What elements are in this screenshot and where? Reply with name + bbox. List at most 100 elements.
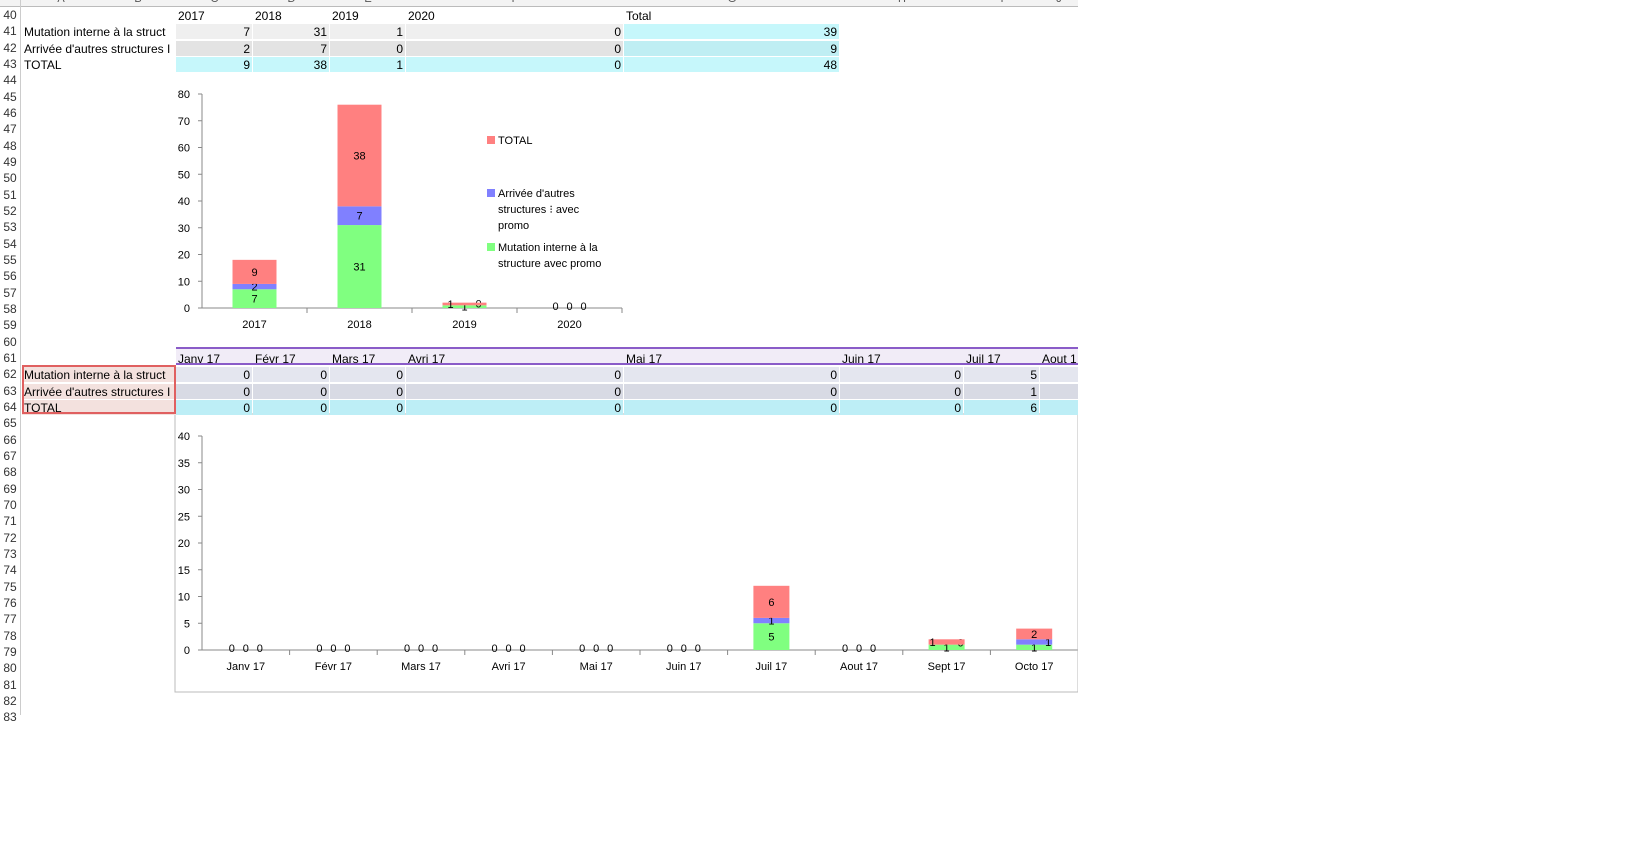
row-header[interactable]: 47 bbox=[3, 122, 17, 137]
row-header[interactable]: 57 bbox=[3, 285, 17, 300]
value-cell[interactable]: 9 bbox=[176, 56, 252, 72]
bar-segment[interactable] bbox=[442, 302, 487, 306]
header-cell[interactable]: 2020 bbox=[408, 9, 435, 23]
column-header[interactable]: D bbox=[288, 0, 296, 5]
value-cell-empty[interactable] bbox=[1040, 399, 1078, 415]
bar-segment[interactable] bbox=[1016, 628, 1053, 640]
column-header[interactable]: A bbox=[57, 0, 64, 5]
value-cell[interactable]: 0 bbox=[253, 367, 329, 383]
row-header[interactable]: 58 bbox=[3, 301, 17, 316]
value-cell[interactable]: 39 bbox=[624, 24, 839, 40]
row-header[interactable]: 55 bbox=[3, 252, 17, 267]
month-header[interactable]: Mai 17 bbox=[626, 351, 663, 366]
value-cell[interactable]: 48 bbox=[624, 56, 839, 72]
value-cell[interactable]: 1 bbox=[330, 24, 405, 40]
value-cell[interactable]: 31 bbox=[253, 24, 329, 40]
row-header[interactable]: 52 bbox=[3, 203, 17, 218]
bar-segment[interactable] bbox=[928, 639, 965, 645]
row-header[interactable]: 78 bbox=[3, 628, 17, 643]
row-header[interactable]: 51 bbox=[3, 187, 17, 202]
column-header[interactable]: H bbox=[898, 0, 906, 5]
value-cell[interactable]: 0 bbox=[176, 399, 252, 415]
value-cell-empty[interactable] bbox=[1040, 383, 1078, 399]
row-header[interactable]: 42 bbox=[3, 40, 17, 55]
value-cell[interactable]: 0 bbox=[840, 383, 963, 399]
row-header[interactable]: 83 bbox=[3, 710, 17, 725]
bar-segment[interactable] bbox=[442, 305, 487, 308]
row-header[interactable]: 74 bbox=[3, 563, 17, 578]
column-header[interactable]: C bbox=[211, 0, 219, 5]
bar-segment[interactable] bbox=[928, 644, 965, 650]
row-header[interactable]: 60 bbox=[3, 334, 17, 349]
month-header[interactable]: Févr 17 bbox=[255, 351, 296, 366]
column-header[interactable]: E bbox=[364, 0, 371, 5]
value-cell[interactable]: 6 bbox=[964, 399, 1039, 415]
bar-segment[interactable] bbox=[232, 283, 277, 290]
value-cell[interactable]: 0 bbox=[406, 367, 623, 383]
value-cell[interactable]: 5 bbox=[964, 367, 1039, 383]
value-cell[interactable]: 7 bbox=[253, 40, 329, 56]
value-cell[interactable]: 0 bbox=[176, 367, 252, 383]
header-cell[interactable]: 2017 bbox=[178, 9, 205, 23]
value-cell[interactable]: 0 bbox=[624, 399, 839, 415]
month-header[interactable]: Mars 17 bbox=[332, 351, 376, 366]
bar-segment[interactable] bbox=[1016, 639, 1053, 645]
value-cell[interactable]: 1 bbox=[330, 56, 405, 72]
value-cell[interactable]: 9 bbox=[624, 40, 839, 56]
value-cell[interactable]: 0 bbox=[406, 383, 623, 399]
value-cell[interactable]: 0 bbox=[406, 399, 623, 415]
value-cell[interactable]: 0 bbox=[406, 56, 623, 72]
header-cell[interactable]: Total bbox=[626, 9, 652, 23]
row-header[interactable]: 40 bbox=[3, 8, 17, 22]
row-header[interactable]: 44 bbox=[3, 73, 17, 88]
row-label[interactable]: Mutation interne à la struct bbox=[24, 25, 166, 40]
row-header[interactable]: 77 bbox=[3, 612, 17, 627]
row-header[interactable]: 49 bbox=[3, 154, 17, 169]
row-header[interactable]: 61 bbox=[3, 350, 17, 365]
value-cell[interactable]: 0 bbox=[624, 383, 839, 399]
month-header[interactable]: Janv 17 bbox=[178, 351, 221, 366]
row-header[interactable]: 76 bbox=[3, 595, 17, 610]
header-cell[interactable]: 2019 bbox=[332, 9, 359, 23]
row-header[interactable]: 75 bbox=[3, 579, 17, 594]
row-header[interactable]: 53 bbox=[3, 220, 17, 235]
row-header[interactable]: 80 bbox=[3, 661, 17, 676]
row-header[interactable]: 72 bbox=[3, 530, 17, 545]
value-cell[interactable]: 1 bbox=[964, 383, 1039, 399]
row-header[interactable]: 48 bbox=[3, 138, 17, 153]
value-cell[interactable]: 0 bbox=[330, 367, 405, 383]
row-label[interactable]: Arrivée d'autres structures I bbox=[22, 383, 176, 399]
bar-segment[interactable] bbox=[232, 289, 277, 308]
bar-segment[interactable] bbox=[753, 623, 790, 650]
value-cell[interactable]: 0 bbox=[840, 367, 963, 383]
value-cell[interactable]: 2 bbox=[176, 40, 252, 56]
row-header[interactable]: 68 bbox=[3, 465, 17, 480]
row-label[interactable]: TOTAL bbox=[24, 57, 62, 72]
month-header[interactable]: Avri 17 bbox=[408, 351, 446, 366]
bar-segment[interactable] bbox=[337, 104, 382, 207]
row-header[interactable]: 59 bbox=[3, 318, 17, 333]
value-cell[interactable]: 0 bbox=[330, 399, 405, 415]
row-header[interactable]: 71 bbox=[3, 514, 17, 529]
row-header[interactable]: 64 bbox=[3, 399, 17, 414]
month-header[interactable]: Juin 17 bbox=[842, 351, 881, 366]
bar-segment[interactable] bbox=[337, 206, 382, 226]
row-header[interactable]: 62 bbox=[3, 367, 17, 382]
value-cell[interactable]: 0 bbox=[406, 40, 623, 56]
value-cell[interactable]: 38 bbox=[253, 56, 329, 72]
row-header[interactable]: 56 bbox=[3, 269, 17, 284]
bar-segment[interactable] bbox=[337, 225, 382, 308]
row-header[interactable]: 66 bbox=[3, 432, 17, 447]
column-header[interactable]: G bbox=[728, 0, 737, 5]
column-header[interactable]: B bbox=[134, 0, 141, 5]
header-cell[interactable]: 2018 bbox=[255, 9, 282, 23]
month-header[interactable]: Juil 17 bbox=[966, 351, 1001, 366]
bar-segment[interactable] bbox=[1016, 644, 1053, 650]
row-header[interactable]: 82 bbox=[3, 693, 17, 708]
row-header[interactable]: 63 bbox=[3, 383, 17, 398]
row-header[interactable]: 46 bbox=[3, 105, 17, 120]
value-cell[interactable]: 0 bbox=[840, 399, 963, 415]
row-header[interactable]: 41 bbox=[3, 24, 17, 39]
row-header[interactable]: 54 bbox=[3, 236, 17, 251]
row-header[interactable]: 81 bbox=[3, 677, 17, 692]
